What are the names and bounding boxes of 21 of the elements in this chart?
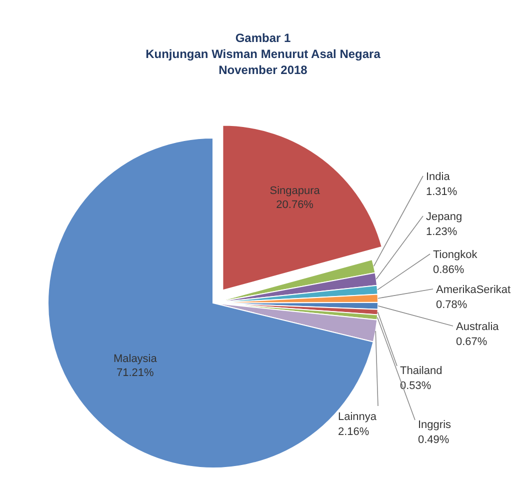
data-label: 2.16%	[338, 426, 370, 438]
data-label: 0.53%	[400, 380, 432, 392]
slice-label: Tiongkok	[433, 249, 478, 261]
slice-label: Australia	[456, 321, 500, 333]
slice-label: AmerikaSerikat	[436, 284, 511, 296]
data-label: 20.76%	[276, 198, 314, 211]
slice-label: Malaysia	[113, 353, 158, 366]
data-label: 0.49%	[418, 434, 450, 446]
data-label: 0.78%	[436, 299, 468, 311]
slice-label: Singapura	[270, 184, 321, 197]
data-label: 71.21%	[116, 367, 154, 380]
data-label: 0.86%	[433, 264, 464, 276]
slice-label: Lainnya	[338, 411, 378, 423]
data-label: 1.23%	[426, 226, 458, 238]
data-label: 0.67%	[456, 336, 488, 348]
chart-title: Gambar 1 Kunjungan Wisman Menurut Asal Negara November 2018	[146, 31, 381, 77]
slice-label: India	[426, 171, 451, 183]
slice-label: Inggris	[418, 419, 452, 431]
slice-label: Jepang	[426, 211, 462, 223]
data-label: 1.31%	[426, 186, 458, 198]
slice-label: Thailand	[400, 365, 442, 377]
